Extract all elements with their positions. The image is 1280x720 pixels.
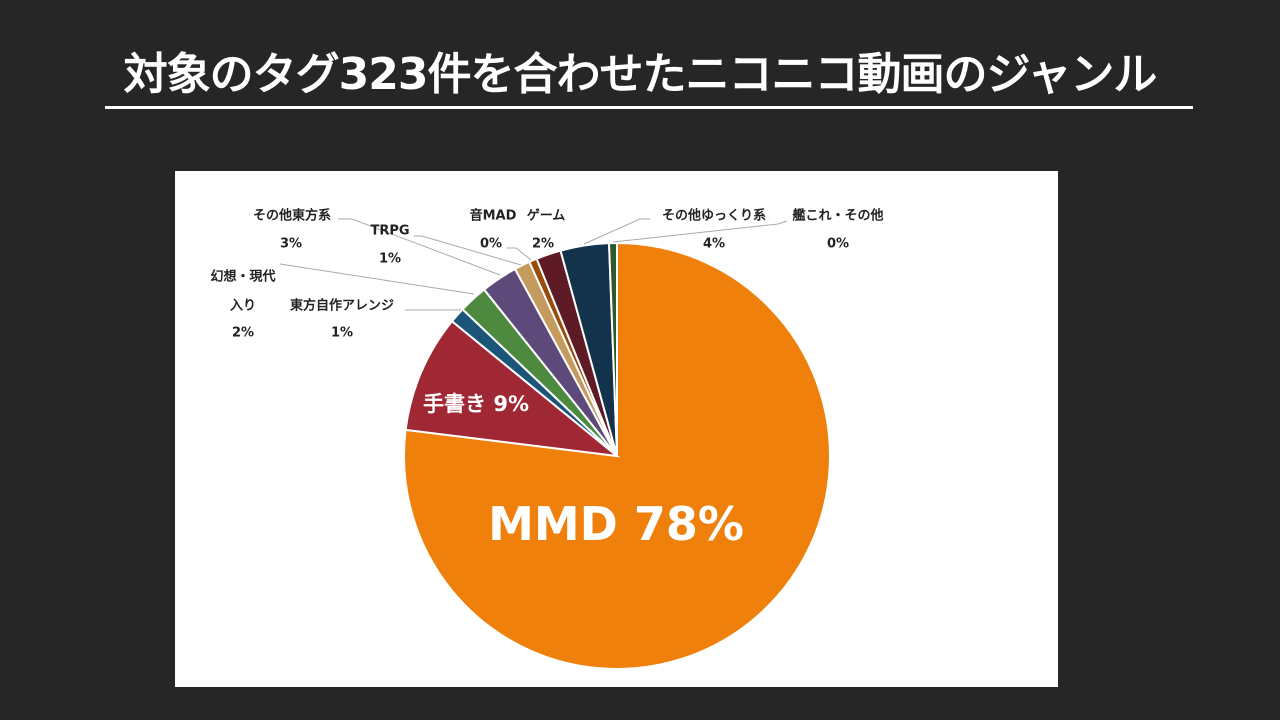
label-gensou-line2: 入り [229,298,257,314]
label-gensou-line1: 幻想・現代 [210,269,276,285]
label-otomad: 音MAD [469,208,517,224]
leader-lines [279,218,788,311]
pct-game: 2% [531,236,555,252]
pct-otomad: 0% [479,236,503,252]
pct-gensou: 2% [231,325,255,341]
pie-slice-9 [607,241,618,457]
leader-line-otomad [507,247,532,261]
title-underline [105,106,1193,109]
label-touhou-arrange: 東方自作アレンジ [289,298,395,314]
label-tegaki: 手書き 9% [423,392,529,416]
leader-line-sonota-touhou [338,218,501,276]
pie-slice-0 [403,241,831,670]
pct-kancolle: 0% [826,236,850,252]
leader-line-trpg [414,235,522,266]
slide-title: 対象のタグ323件を合わせたニコニコ動画のジャンル [123,49,1158,100]
pct-touhou-arrange: 1% [330,325,354,341]
leader-line-kancolle [612,220,788,243]
label-sonota-touhou: その他東方系 [252,208,332,224]
pct-sonota-touhou: 3% [279,236,303,252]
leader-line-gensou [279,263,475,295]
label-kancolle: 艦これ・その他 [792,208,884,224]
label-game: ゲーム [526,208,566,224]
label-yukkuri: その他ゆっくり系 [661,208,767,224]
pie-slice-1 [404,319,621,458]
pct-trpg: 1% [378,251,402,267]
leader-line-yukkuri [583,218,650,245]
label-mmd: MMD 78% [488,497,744,551]
label-trpg: TRPG [370,223,410,239]
pct-yukkuri: 4% [702,236,726,252]
